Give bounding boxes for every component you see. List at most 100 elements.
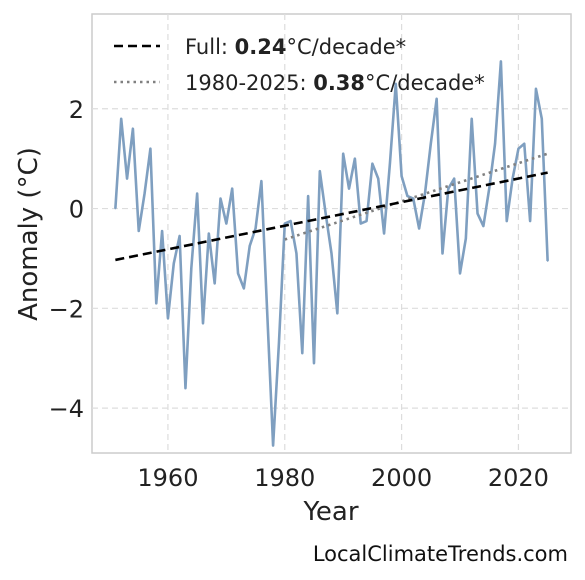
anomaly-point — [359, 222, 362, 225]
anomaly-point — [278, 342, 280, 345]
trend-recent-line — [284, 152, 549, 241]
legend: Full: 0.24°C/decade* 1980-2025: 0.38°C/d… — [114, 35, 485, 95]
anomaly-point — [336, 312, 339, 315]
anomaly-point — [540, 117, 543, 120]
legend-full-prefix: Full: — [185, 35, 235, 59]
anomaly-point — [505, 220, 508, 222]
anomaly-point — [184, 387, 187, 389]
trend-full-line — [115, 171, 548, 262]
anomaly-point — [161, 230, 163, 232]
trend-layer — [115, 152, 549, 262]
anomaly-point — [324, 212, 327, 215]
anomaly-point — [500, 60, 502, 63]
anomaly-point — [400, 175, 403, 177]
plot-area — [91, 13, 572, 454]
anomaly-point — [435, 98, 438, 100]
anomaly-point — [453, 177, 455, 180]
anomaly-point — [149, 147, 152, 150]
anomaly-point — [546, 260, 549, 262]
anomaly-point — [465, 237, 467, 240]
legend-full-value: 0.24 — [235, 35, 287, 59]
anomaly-point — [488, 187, 491, 190]
anomaly-point — [137, 230, 140, 232]
x-tick-label: 1960 — [137, 464, 198, 492]
anomaly-point — [289, 220, 292, 222]
x-tick-label: 2000 — [371, 464, 432, 492]
legend-recent-label: 1980-2025: 0.38°C/decade* — [185, 71, 485, 95]
anomaly-point — [301, 352, 304, 355]
legend-full-label: Full: 0.24°C/decade* — [185, 35, 406, 59]
x-axis-title: Year — [302, 497, 358, 527]
anomaly-point — [155, 302, 158, 305]
series-layer — [114, 60, 549, 447]
anomaly-point — [202, 322, 204, 325]
anomaly-point — [190, 267, 193, 270]
anomaly-point — [330, 252, 333, 255]
anomaly-point — [470, 117, 473, 120]
anomaly-point — [412, 197, 415, 200]
legend-recent-suffix: °C/decade* — [365, 71, 485, 95]
y-axis-title: Anomaly (°C) — [14, 147, 44, 321]
anomaly-point — [295, 252, 298, 255]
legend-recent-prefix: 1980-2025: — [185, 71, 313, 95]
anomaly-point — [272, 444, 274, 447]
anomaly-point — [237, 272, 239, 275]
anomaly-point — [459, 272, 461, 275]
legend-full-suffix: °C/decade* — [287, 35, 407, 59]
anomaly-point — [383, 232, 385, 235]
anomaly-point — [523, 142, 526, 145]
y-ticks: −4 −2 0 2 — [49, 96, 84, 423]
anomaly-point — [196, 192, 198, 195]
anomaly-point — [348, 187, 350, 190]
anomaly-point — [476, 212, 479, 215]
anomaly-point — [126, 177, 128, 180]
anomaly-point — [535, 88, 537, 90]
x-tick-label: 2020 — [488, 464, 549, 492]
anomaly-point — [120, 117, 123, 120]
y-tick-label: 2 — [69, 96, 84, 124]
anomaly-point — [517, 147, 520, 150]
anomaly-point — [266, 312, 269, 315]
anomaly-point — [529, 220, 531, 222]
anomaly-point — [441, 252, 444, 255]
anomaly-point — [377, 177, 380, 180]
anomaly-point — [254, 227, 257, 230]
y-tick-label: −4 — [49, 395, 84, 423]
anomaly-point — [424, 192, 426, 195]
anomaly-point — [213, 282, 216, 285]
anomaly-point — [313, 362, 315, 365]
anomaly-point — [418, 227, 420, 230]
anomaly-point — [447, 187, 450, 190]
x-tick-label: 1980 — [254, 464, 315, 492]
y-tick-label: 0 — [69, 196, 84, 224]
watermark: LocalClimateTrends.com — [313, 542, 568, 566]
anomaly-point — [132, 127, 134, 130]
anomaly-point — [283, 222, 286, 225]
anomaly-point — [178, 235, 181, 237]
anomaly-point — [319, 170, 321, 172]
anomaly-point — [219, 197, 222, 200]
anomaly-point — [365, 220, 368, 222]
anomaly-point — [231, 187, 233, 190]
anomaly-point — [354, 157, 356, 160]
anomaly-point — [342, 152, 344, 155]
y-tick-label: −2 — [49, 295, 84, 323]
anomaly-point — [208, 232, 210, 235]
anomaly-point — [248, 245, 251, 247]
anomaly-point — [243, 287, 245, 290]
grid — [92, 14, 571, 453]
anomaly-point — [172, 262, 175, 265]
anomaly-point — [307, 195, 309, 197]
anomaly-point — [406, 195, 409, 197]
anomaly-point — [494, 142, 496, 145]
anomaly-point — [167, 317, 169, 320]
x-ticks: 1960 1980 2000 2020 — [137, 464, 549, 492]
anomaly-point — [225, 222, 228, 225]
anomaly-point — [114, 207, 117, 210]
anomaly-point — [371, 162, 374, 165]
legend-recent-value: 0.38 — [313, 71, 365, 95]
anomaly-point — [389, 162, 391, 165]
anomaly-point — [482, 225, 485, 227]
anomaly-point — [260, 180, 263, 182]
